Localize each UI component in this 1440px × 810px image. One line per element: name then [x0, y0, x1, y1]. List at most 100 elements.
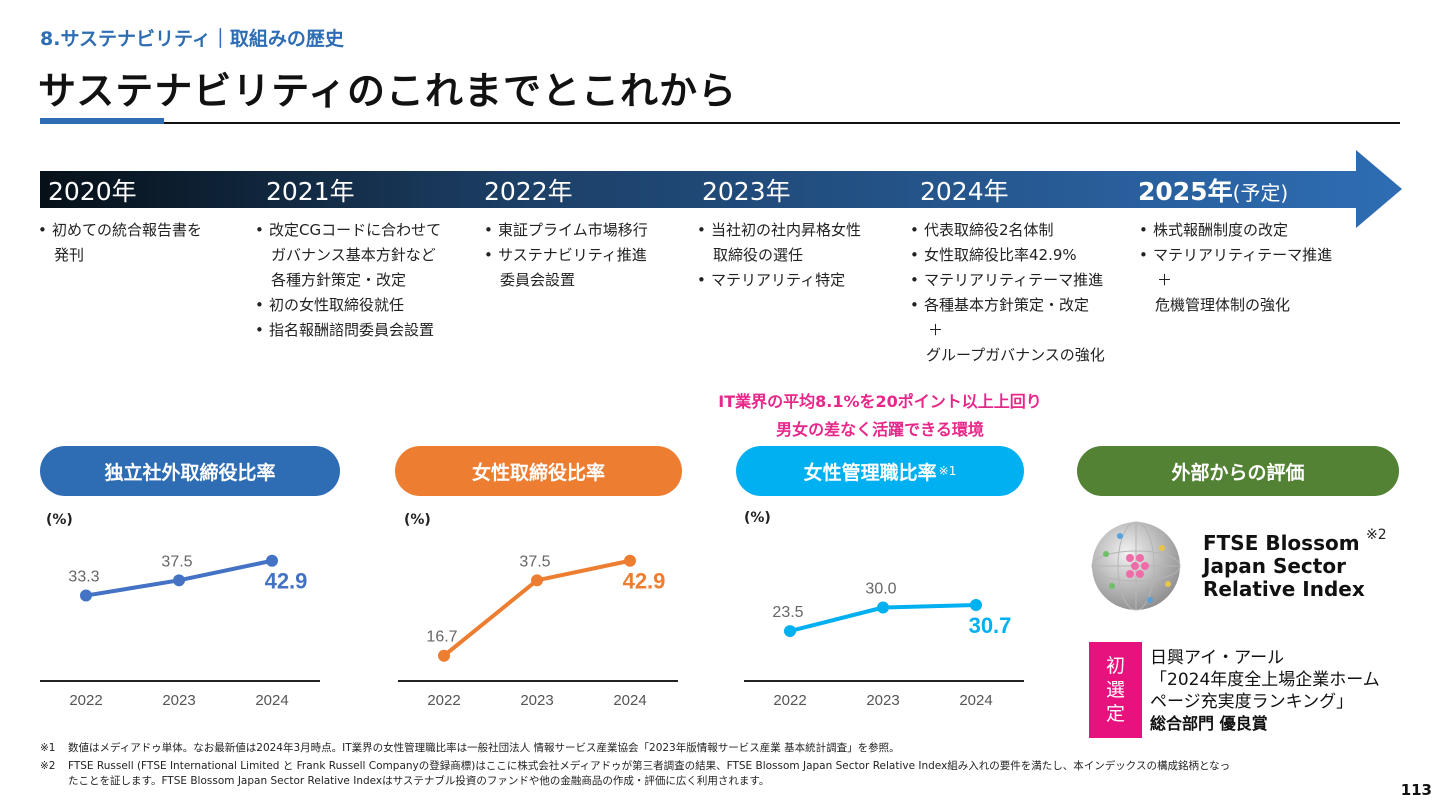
data-point: [173, 574, 185, 587]
data-label: 42.9: [265, 569, 308, 594]
event-list: 東証プライム市場移行サステナビリティ推進委員会設置: [484, 220, 648, 290]
x-tick-label: 2023: [866, 692, 899, 709]
timeline-event: 各種方針策定・改定: [271, 271, 407, 289]
ftse-globe-logo: [1091, 521, 1181, 611]
chart-female-directors: (%) 16.7 2022 37.5 2023 42.9 2024: [398, 505, 688, 715]
data-point: [80, 589, 92, 602]
year-2021: 2021年: [266, 177, 355, 206]
timeline-event: 改定CGコードに合わせて: [255, 220, 441, 240]
timeline-event: 東証プライム市場移行: [484, 220, 648, 240]
ftse-line-2: Japan Sector: [1203, 554, 1346, 578]
timeline-event: マテリアリティテーマ推進: [1139, 245, 1332, 265]
timeline-event: サステナビリティ推進: [484, 245, 648, 265]
chart-svg: 33.3 2022 37.5 2023 42.9 2024: [40, 553, 320, 709]
data-point: [970, 598, 982, 611]
timeline-event: 取締役の選任: [713, 246, 804, 264]
timeline-event: 初めての統合報告書を: [38, 220, 202, 240]
timeline-event: 当社初の社内昇格女性: [697, 220, 861, 240]
timeline-event: ＋: [1157, 271, 1173, 289]
page-title: サステナビリティのこれまでとこれから: [38, 69, 737, 113]
chart-female-managers: (%) 23.5 2022 30.0 2023 30.7 2024: [744, 505, 1034, 715]
title-divider: [40, 122, 1400, 124]
timeline-event: 指名報酬諮問委員会設置: [255, 320, 441, 340]
chart-svg: 16.7 2022 37.5 2023 42.9 2024: [398, 553, 678, 709]
year-2020: 2020年: [48, 177, 137, 206]
breadcrumb: 8.サステナビリティ｜取組みの歴史: [40, 28, 344, 50]
page-number: 113: [1400, 781, 1432, 799]
timeline-event: 初の女性取締役就任: [255, 295, 441, 315]
timeline-event: 発刊: [54, 246, 85, 264]
x-tick-label: 2023: [520, 692, 553, 709]
timeline-arrow: [40, 150, 1402, 228]
x-tick-label: 2023: [162, 692, 195, 709]
data-label: 23.5: [772, 604, 803, 621]
footnote-2: ※2 FTSE Russell (FTSE International Limi…: [40, 759, 1400, 789]
title-accent-bar: [40, 118, 164, 124]
pill-label: 女性取締役比率: [471, 461, 605, 484]
timeline-event: マテリアリティテーマ推進: [910, 270, 1105, 290]
footnotes: ※1 数値はメディアドゥ単体。なお最新値は2024年3月時点。IT業界の女性管理…: [40, 741, 1400, 789]
timeline-event: グループガバナンスの強化: [926, 346, 1105, 364]
timeline-event: ガバナンス基本方針など: [271, 246, 436, 264]
footnote-1: ※1 数値はメディアドゥ単体。なお最新値は2024年3月時点。IT業界の女性管理…: [40, 741, 1400, 756]
event-list: 株式報酬制度の改定マテリアリティテーマ推進 ＋ 危機管理体制の強化: [1139, 220, 1332, 315]
data-label: 37.5: [519, 553, 550, 570]
year-2025: 2025年(予定): [1138, 172, 1288, 208]
badge-char: 初: [1105, 655, 1125, 677]
chart-unit: (%): [46, 512, 73, 528]
pill-female-directors: 女性取締役比率: [395, 446, 682, 496]
events-2024: 代表取締役2名体制女性取締役比率42.9% マテリアリティテーマ推進各種基本方針策…: [910, 220, 1105, 370]
timeline-event: 株式報酬制度の改定: [1139, 220, 1332, 240]
ftse-line-1: FTSE Blossom: [1203, 531, 1360, 555]
data-label: 37.5: [161, 553, 192, 570]
award-line-1: 日興アイ・アール: [1150, 648, 1285, 668]
data-label: 33.3: [68, 569, 99, 586]
ftse-line-3: Relative Index: [1203, 577, 1365, 601]
event-list: 当社初の社内昇格女性取締役の選任マテリアリティ特定: [697, 220, 861, 290]
data-label: 30.7: [969, 613, 1012, 638]
data-label: 30.0: [865, 581, 896, 598]
pill-label: 外部からの評価: [1171, 461, 1305, 484]
events-2021: 改定CGコードに合わせてガバナンス基本方針など各種方針策定・改定初の女性取締役就…: [255, 220, 441, 345]
chart-svg: 23.5 2022 30.0 2023 30.7 2024: [744, 581, 1024, 709]
award-line-2: 「2024年度全上場企業ホーム: [1150, 670, 1380, 690]
data-label: 16.7: [426, 629, 457, 646]
chart-independent-directors: (%) 33.3 2022 37.5 2023 42.9 2024: [40, 505, 330, 715]
pill-footnote-mark: ※1: [938, 464, 957, 478]
timeline-event: ＋: [928, 321, 944, 339]
events-2023: 当社初の社内昇格女性取締役の選任マテリアリティ特定: [697, 220, 861, 295]
badge-char: 選: [1105, 679, 1125, 701]
data-point: [877, 601, 889, 614]
events-2025: 株式報酬制度の改定マテリアリティテーマ推進 ＋ 危機管理体制の強化: [1139, 220, 1332, 320]
events-2022: 東証プライム市場移行サステナビリティ推進委員会設置: [484, 220, 648, 295]
x-tick-label: 2024: [959, 692, 992, 709]
year-2025-note: (予定): [1232, 181, 1289, 205]
timeline-event: 危機管理体制の強化: [1155, 296, 1291, 314]
year-2025-label: 2025年: [1138, 177, 1233, 206]
chart-unit: (%): [744, 510, 771, 526]
x-tick-label: 2022: [69, 692, 102, 709]
data-point: [266, 554, 278, 567]
award-line-4: 総合部門 優良賞: [1150, 714, 1268, 733]
timeline-event: マテリアリティ特定: [697, 270, 861, 290]
year-2024: 2024年: [920, 177, 1009, 206]
timeline-event: 各種基本方針策定・改定: [910, 295, 1105, 315]
event-list: 代表取締役2名体制女性取締役比率42.9% マテリアリティテーマ推進各種基本方針策…: [910, 220, 1105, 365]
footnote-mark: ※1: [40, 742, 56, 754]
pill-external-evaluation: 外部からの評価: [1077, 446, 1399, 496]
data-point: [784, 625, 796, 638]
footnote-text: たことを証します。FTSE Blossom Japan Sector Relat…: [68, 775, 770, 787]
x-tick-label: 2024: [255, 692, 288, 709]
timeline-event: 代表取締役2名体制: [910, 220, 1105, 240]
data-point: [531, 574, 543, 587]
highlight-callout: IT業界の平均8.1%を20ポイント以上上回り 男女の差なく活躍できる環境: [650, 388, 1110, 444]
x-tick-label: 2022: [427, 692, 460, 709]
chart-unit: (%): [404, 512, 431, 528]
year-2022: 2022年: [484, 177, 573, 206]
data-point: [438, 649, 450, 662]
pill-female-managers: 女性管理職比率 ※1: [736, 446, 1024, 496]
badge-char: 定: [1105, 703, 1125, 725]
ftse-index-name: FTSE Blossom Japan Sector Relative Index: [1203, 532, 1365, 601]
ftse-footnote-mark: ※2: [1366, 527, 1387, 543]
